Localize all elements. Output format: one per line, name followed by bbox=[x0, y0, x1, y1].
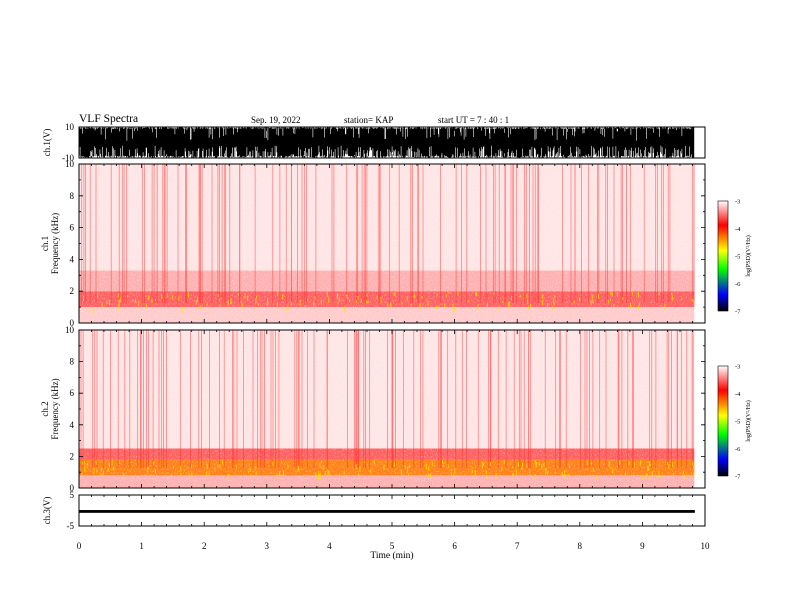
date-label: Sep. 19, 2022 bbox=[251, 115, 301, 125]
x-tick-label: 9 bbox=[640, 541, 645, 551]
station-label: station= KAP bbox=[344, 115, 394, 125]
ch1-spec-low-band-texture bbox=[83, 291, 694, 313]
y-tick-label: 8 bbox=[70, 357, 75, 367]
colorbar-tick-label: -5 bbox=[735, 419, 740, 426]
x-tick-label: 0 bbox=[77, 541, 82, 551]
y-axis-channel-label: ch.2 bbox=[40, 401, 50, 416]
ch1-waveform-panel bbox=[78, 126, 706, 159]
colorbar-tick-label: -6 bbox=[735, 446, 741, 453]
ch2-spec-impulses bbox=[80, 330, 694, 468]
x-tick-label: 3 bbox=[265, 541, 270, 551]
ch1-colorbar bbox=[717, 200, 729, 312]
ch3-waveform-panel bbox=[78, 494, 706, 527]
colorbar-label: log(PSD)(V²/Hz) bbox=[745, 400, 752, 441]
y-tick-label: 5 bbox=[70, 490, 75, 500]
colorbar-tick-label: -3 bbox=[735, 199, 740, 206]
ch2-spectrogram-panel bbox=[78, 329, 706, 489]
y-tick-label: 4 bbox=[70, 254, 75, 264]
colorbar-tick-label: -7 bbox=[735, 474, 741, 481]
x-tick-label: 6 bbox=[452, 541, 457, 551]
tick-marks bbox=[78, 127, 706, 526]
ch2-spec-speckle bbox=[79, 330, 695, 488]
y-tick-label: 10 bbox=[65, 159, 75, 169]
y-axis-label: Frequency (kHz) bbox=[50, 213, 60, 274]
colorbar-tick-label: -7 bbox=[735, 309, 741, 316]
colorbar-tick-label: -4 bbox=[735, 226, 741, 233]
axis-ticks bbox=[78, 127, 706, 526]
ch1-waveform-line bbox=[79, 127, 695, 158]
x-tick-label: 8 bbox=[578, 541, 583, 551]
y-tick-label: 10 bbox=[65, 325, 75, 335]
y-tick-label: -5 bbox=[67, 521, 75, 531]
ch2-colorbar-gradient bbox=[717, 365, 729, 477]
ch1-spectrogram-image bbox=[79, 164, 705, 323]
x-tick-label: 10 bbox=[701, 541, 711, 551]
ch1-spectrogram-panel bbox=[78, 163, 706, 324]
y-axis-label: ch.1(V) bbox=[42, 129, 52, 157]
x-tick-label: 5 bbox=[390, 541, 395, 551]
colorbar-tick-label: -3 bbox=[735, 364, 740, 371]
x-tick-label: 4 bbox=[327, 541, 332, 551]
y-axis-label: Frequency (kHz) bbox=[50, 378, 60, 439]
y-tick-label: 0 bbox=[70, 483, 75, 493]
y-tick-label: 4 bbox=[70, 420, 75, 430]
y-tick-label: 6 bbox=[70, 388, 75, 398]
y-tick-label: 6 bbox=[70, 223, 75, 233]
ch2-spec-low-band-texture bbox=[81, 459, 695, 480]
y-tick-label: 8 bbox=[70, 191, 75, 201]
ch2-spectrogram-image bbox=[79, 330, 705, 488]
ch3-waveform-line bbox=[79, 510, 695, 513]
colorbar-tick-label: -6 bbox=[735, 281, 741, 288]
ch1-colorbar-gradient bbox=[717, 200, 729, 312]
y-tick-label: -10 bbox=[62, 153, 74, 163]
ch2-colorbar bbox=[717, 365, 729, 477]
y-tick-label: 0 bbox=[70, 318, 75, 328]
x-tick-label: 2 bbox=[202, 541, 207, 551]
ch1-spec-speckle bbox=[79, 164, 695, 323]
colorbar-tick-label: -5 bbox=[735, 254, 740, 261]
y-tick-label: 10 bbox=[65, 122, 75, 132]
x-tick-label: 7 bbox=[515, 541, 520, 551]
y-axis-channel-label: ch.1 bbox=[40, 236, 50, 251]
ch1-waveform-trace bbox=[79, 127, 695, 158]
colorbar-tick-label: -4 bbox=[735, 391, 741, 398]
ch3-waveform-trace bbox=[79, 510, 695, 513]
colorbar-label: log(PSD)(V²/Hz) bbox=[745, 235, 752, 276]
start-time-label: start UT = 7 : 40 : 1 bbox=[438, 115, 510, 125]
y-tick-label: 2 bbox=[70, 451, 75, 461]
figure-title: VLF Spectra bbox=[79, 113, 139, 125]
y-tick-label: 2 bbox=[70, 286, 75, 296]
ch1-spec-impulses bbox=[81, 164, 695, 303]
y-axis-label: ch.3(V) bbox=[42, 497, 52, 525]
x-axis-label: Time (min) bbox=[370, 550, 413, 561]
x-tick-label: 1 bbox=[139, 541, 144, 551]
